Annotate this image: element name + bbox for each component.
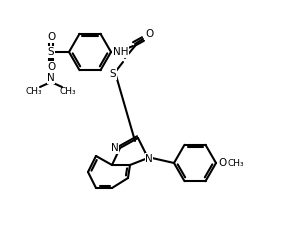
Text: CH₃: CH₃ [26,87,42,96]
Text: O: O [47,32,55,42]
Text: N: N [111,143,119,153]
Text: O: O [145,29,153,39]
Text: O: O [218,158,226,168]
Text: NH: NH [113,47,129,57]
Text: N: N [47,73,55,83]
Text: N: N [145,154,153,164]
Text: CH₃: CH₃ [228,158,245,168]
Text: S: S [48,47,54,57]
Text: O: O [47,62,55,72]
Text: S: S [110,69,116,79]
Text: CH₃: CH₃ [60,87,76,96]
